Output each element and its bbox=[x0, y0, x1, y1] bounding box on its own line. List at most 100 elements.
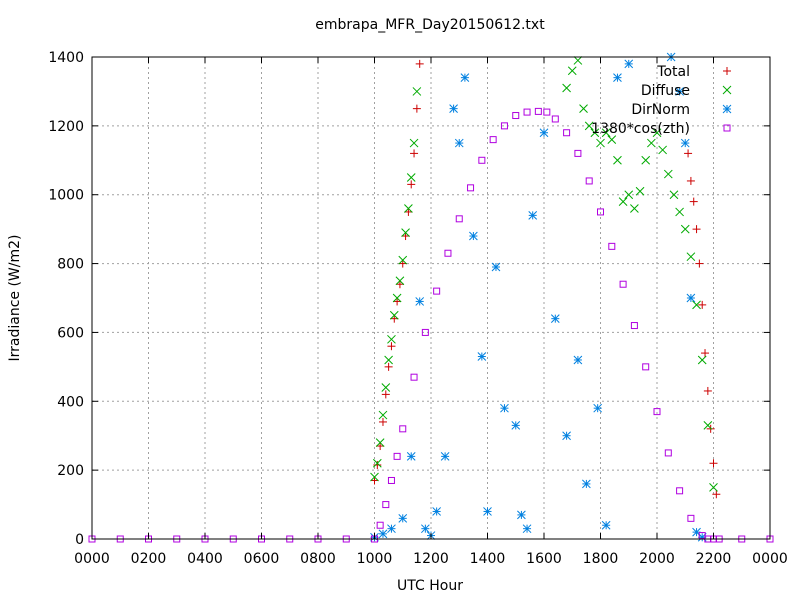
data-point bbox=[584, 121, 594, 131]
data-point bbox=[455, 215, 463, 223]
data-point bbox=[686, 252, 696, 262]
data-point bbox=[551, 115, 559, 123]
data-point bbox=[440, 452, 450, 461]
x-tick-label: 0800 bbox=[300, 551, 336, 567]
data-point bbox=[398, 259, 407, 268]
data-point bbox=[624, 190, 634, 200]
data-point bbox=[563, 129, 571, 137]
data-point bbox=[567, 66, 577, 76]
data-point bbox=[669, 190, 679, 200]
data-point bbox=[454, 138, 464, 148]
legend: Total Diffuse DirNorm 1380*cos(zth) bbox=[591, 64, 732, 137]
data-point bbox=[579, 104, 588, 113]
data-point bbox=[686, 176, 695, 185]
data-point bbox=[698, 300, 707, 309]
y-axis-label: Irradiance (W/m2) bbox=[7, 235, 23, 362]
x-tick-label: 1400 bbox=[470, 551, 506, 567]
data-point bbox=[607, 135, 617, 144]
legend-marker bbox=[723, 67, 731, 75]
data-point bbox=[593, 403, 603, 413]
data-point bbox=[395, 280, 404, 289]
data-point bbox=[680, 138, 690, 148]
data-point bbox=[387, 476, 395, 484]
data-point bbox=[381, 383, 391, 392]
data-point bbox=[619, 280, 627, 288]
data-point bbox=[412, 87, 422, 96]
data-point bbox=[389, 310, 399, 320]
data-point bbox=[376, 521, 384, 529]
data-point bbox=[684, 149, 693, 158]
data-point bbox=[376, 442, 385, 451]
data-point bbox=[675, 87, 684, 96]
x-tick-label: 2200 bbox=[696, 551, 732, 567]
y-tick-label: 1200 bbox=[48, 119, 84, 135]
data-point bbox=[384, 362, 393, 371]
chart-title: embrapa_MFR_Day20150612.txt bbox=[315, 17, 545, 33]
x-tick-label: 1600 bbox=[526, 551, 562, 567]
data-point bbox=[652, 128, 662, 138]
axis-ticks: 0000 0200 0400 0600 0800 1000 1200 1400 1600 1800… bbox=[48, 50, 787, 567]
y-tick-label: 800 bbox=[57, 257, 84, 273]
legend-label: Total bbox=[656, 64, 690, 80]
data-point bbox=[412, 104, 421, 113]
y-tick-label: 0 bbox=[75, 532, 84, 548]
y-tick-label: 400 bbox=[57, 394, 84, 410]
data-point bbox=[489, 136, 497, 144]
data-point bbox=[664, 449, 672, 457]
data-point bbox=[687, 514, 695, 522]
x-tick-label: 0000 bbox=[752, 551, 788, 567]
data-point bbox=[680, 224, 690, 234]
data-point bbox=[712, 490, 721, 499]
data-point bbox=[582, 479, 591, 489]
data-point bbox=[653, 408, 661, 416]
data-point bbox=[370, 472, 379, 482]
data-point bbox=[410, 149, 419, 158]
data-point bbox=[528, 211, 538, 220]
data-point bbox=[709, 483, 718, 492]
legend-label: 1380*cos(zth) bbox=[591, 121, 690, 137]
data-point bbox=[676, 487, 684, 495]
data-point bbox=[375, 438, 385, 447]
data-point bbox=[478, 156, 486, 164]
data-point bbox=[399, 425, 407, 433]
x-tick-label: 0000 bbox=[74, 551, 110, 567]
legend-label: Diffuse bbox=[641, 83, 690, 99]
data-point bbox=[597, 208, 604, 216]
x-tick-label: 0600 bbox=[244, 551, 280, 567]
data-point bbox=[601, 520, 611, 530]
data-point bbox=[483, 507, 492, 516]
data-point bbox=[701, 349, 710, 358]
data-point bbox=[420, 524, 430, 534]
data-point bbox=[573, 56, 583, 65]
data-point bbox=[410, 373, 418, 381]
data-point bbox=[539, 128, 549, 138]
data-point bbox=[433, 287, 441, 295]
data-point bbox=[378, 410, 388, 420]
data-point bbox=[646, 138, 656, 148]
data-point bbox=[596, 138, 605, 148]
data-point bbox=[697, 355, 707, 365]
data-point bbox=[624, 59, 634, 69]
data-point bbox=[511, 421, 521, 430]
data-point bbox=[642, 363, 650, 371]
data-point bbox=[618, 197, 628, 206]
data-point bbox=[373, 460, 382, 469]
data-point bbox=[695, 259, 704, 268]
y-tick-label: 1400 bbox=[48, 50, 84, 66]
data-point bbox=[404, 207, 413, 216]
data-point bbox=[658, 145, 668, 155]
data-point bbox=[500, 403, 509, 413]
x-tick-label: 2000 bbox=[639, 551, 675, 567]
data-point bbox=[467, 184, 475, 192]
legend-label: DirNorm bbox=[631, 102, 690, 118]
data-point bbox=[675, 207, 684, 217]
data-point bbox=[477, 352, 487, 361]
data-point bbox=[401, 228, 410, 237]
data-point bbox=[444, 249, 452, 257]
data-point bbox=[692, 225, 701, 234]
data-point bbox=[392, 293, 402, 303]
data-point bbox=[585, 177, 593, 185]
grid-lines bbox=[92, 57, 770, 539]
data-point bbox=[590, 128, 600, 138]
